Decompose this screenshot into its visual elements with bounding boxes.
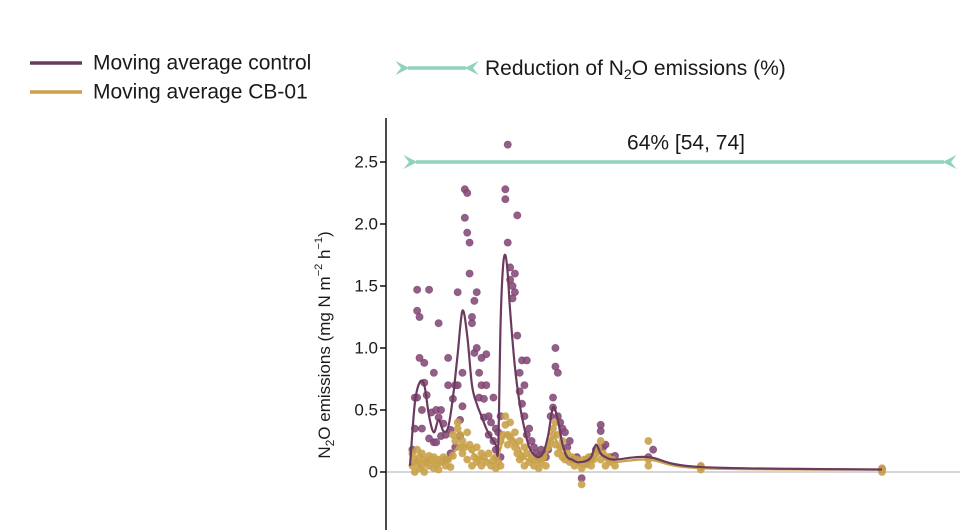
legend: Moving average control Moving average CB… — [30, 52, 786, 104]
data-point-control — [503, 238, 512, 247]
data-point-CB-01 — [463, 455, 472, 464]
data-point-control — [525, 424, 534, 433]
data-point-control — [596, 427, 605, 436]
reduction-annotation: 64% [54, 74] — [403, 132, 957, 169]
data-point-CB-01 — [496, 461, 505, 470]
data-point-control — [453, 288, 462, 297]
data-point-control — [444, 381, 453, 390]
data-point-control — [522, 356, 531, 365]
data-point-control — [482, 350, 491, 359]
data-point-control — [565, 436, 574, 445]
data-point-control — [458, 368, 467, 377]
data-point-control — [436, 405, 445, 414]
data-point-control — [415, 312, 424, 321]
legend-entry-reduction: Reduction of N2O emissions (%) — [395, 57, 786, 82]
data-point-control — [425, 285, 434, 294]
data-point-control — [415, 353, 424, 362]
data-point-control — [649, 445, 658, 454]
data-point-control — [560, 428, 569, 437]
data-point-control — [475, 368, 484, 377]
data-point-control — [465, 269, 474, 278]
data-point-control — [413, 285, 422, 294]
data-point-CB-01 — [446, 463, 455, 472]
data-point-control — [472, 343, 481, 352]
data-point-control — [482, 381, 491, 390]
data-point-CB-01 — [484, 449, 493, 458]
data-point-control — [553, 368, 562, 377]
reduction-annotation-label: 64% [54, 74] — [627, 132, 745, 155]
data-point-control — [472, 288, 481, 297]
data-point-CB-01 — [472, 443, 481, 452]
legend-entry-cb01: Moving average CB-01 — [30, 81, 308, 104]
data-point-CB-01 — [420, 467, 429, 476]
y-axis: 0 0.5 1.0 1.5 2.0 2.5 — [354, 118, 387, 530]
data-point-control — [417, 424, 426, 433]
data-point-control — [520, 381, 529, 390]
data-point-control — [501, 195, 510, 204]
data-point-CB-01 — [506, 418, 515, 427]
legend-label-cb01: Moving average CB-01 — [93, 81, 308, 104]
data-point-control — [463, 188, 472, 197]
data-point-control — [515, 368, 524, 377]
y-tick-label: 1.5 — [354, 276, 378, 295]
data-point-control — [467, 312, 476, 321]
y-tick-label: 1.0 — [354, 338, 378, 357]
data-point-control — [513, 331, 522, 340]
data-point-control — [420, 358, 429, 367]
data-point-CB-01 — [434, 465, 443, 474]
data-point-CB-01 — [463, 428, 472, 437]
legend-entry-control: Moving average control — [30, 52, 311, 75]
legend-label-reduction: Reduction of N2O emissions (%) — [485, 57, 786, 82]
data-point-control — [513, 211, 522, 220]
series-CB-01-points — [408, 412, 887, 489]
data-point-control — [458, 402, 467, 411]
legend-label-control: Moving average control — [93, 52, 311, 75]
data-point-control — [465, 238, 474, 247]
data-point-CB-01 — [510, 428, 519, 437]
y-tick-label: 0 — [369, 462, 378, 481]
data-point-control — [549, 393, 558, 402]
data-point-CB-01 — [501, 412, 510, 421]
data-point-CB-01 — [451, 436, 460, 445]
data-point-CB-01 — [577, 480, 586, 489]
data-point-control — [463, 228, 472, 237]
data-point-control — [510, 269, 519, 278]
data-point-control — [487, 418, 496, 427]
data-point-CB-01 — [644, 461, 653, 470]
data-point-control — [503, 140, 512, 149]
moving-average-line-control — [408, 253, 883, 471]
y-axis-title: N2O emissions (mg N m−2 h−1) — [313, 231, 337, 458]
data-point-control — [434, 319, 443, 328]
data-point-control — [510, 288, 519, 297]
data-point-control — [479, 394, 488, 403]
y-tick-label: 0.5 — [354, 400, 378, 419]
data-point-control — [489, 393, 498, 402]
data-point-CB-01 — [541, 461, 550, 470]
series-control-points — [408, 140, 887, 483]
y-tick-label: 2.0 — [354, 214, 378, 233]
data-point-control — [470, 296, 479, 305]
data-point-control — [432, 438, 441, 447]
data-point-CB-01 — [596, 436, 605, 445]
data-point-control — [551, 343, 560, 352]
data-point-control — [501, 185, 510, 194]
data-point-control — [429, 368, 438, 377]
y-tick-label: 2.5 — [354, 152, 378, 171]
data-point-control — [460, 213, 469, 222]
data-point-control — [417, 405, 426, 414]
data-point-control — [444, 353, 453, 362]
moving-average-lines — [408, 253, 883, 471]
data-point-CB-01 — [644, 436, 653, 445]
data-points — [408, 140, 887, 489]
